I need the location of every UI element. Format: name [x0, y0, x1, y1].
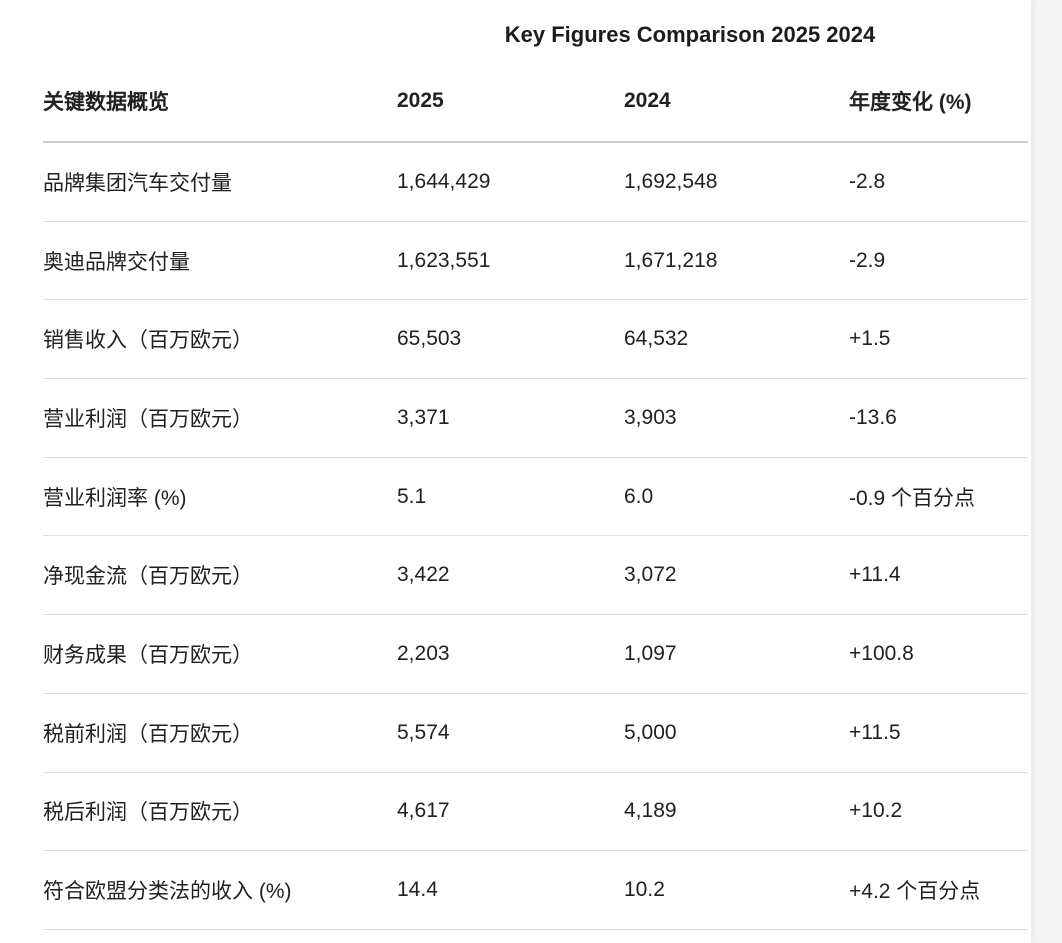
column-header-metric: 关键数据概览	[43, 61, 397, 143]
key-figures-table: 关键数据概览 2025 2024 年度变化 (%) 品牌集团汽车交付量 1,64…	[43, 61, 1028, 930]
row-label: 奥迪品牌交付量	[43, 221, 397, 301]
value-2025: 65,503	[397, 299, 624, 380]
table-row: 营业利润率 (%) 5.1 6.0 -0.9 个百分点	[43, 457, 1028, 537]
chart-title: Key Figures Comparison 2025 2024	[504, 22, 876, 47]
value-2025: 1,644,429	[397, 142, 624, 222]
value-2025: 5.1	[397, 457, 624, 537]
table-row: 销售收入（百万欧元） 65,503 64,532 +1.5	[43, 299, 1028, 380]
value-yoy-change: -13.6	[849, 378, 1028, 458]
value-2024: 6.0	[624, 457, 849, 537]
value-yoy-change: -2.8	[849, 142, 1028, 222]
table-row: 净现金流（百万欧元） 3,422 3,072 +11.4	[43, 535, 1028, 616]
value-2024: 5,000	[624, 693, 849, 773]
table-row: 奥迪品牌交付量 1,623,551 1,671,218 -2.9	[43, 221, 1028, 301]
value-2024: 3,072	[624, 535, 849, 616]
value-yoy-change: +4.2 个百分点	[849, 850, 1028, 930]
value-2024: 1,671,218	[624, 221, 849, 301]
table-row: 税前利润（百万欧元） 5,574 5,000 +11.5	[43, 693, 1028, 773]
value-yoy-change: +11.4	[849, 535, 1028, 616]
row-label: 税前利润（百万欧元）	[43, 693, 397, 773]
value-2025: 3,371	[397, 378, 624, 458]
table-row: 符合欧盟分类法的收入 (%) 14.4 10.2 +4.2 个百分点	[43, 850, 1028, 930]
value-2024: 64,532	[624, 299, 849, 380]
key-figures-card: Key Figures Comparison 2025 2024 关键数据概览 …	[0, 0, 1031, 943]
row-label: 财务成果（百万欧元）	[43, 614, 397, 694]
row-label: 税后利润（百万欧元）	[43, 772, 397, 852]
value-yoy-change: +100.8	[849, 614, 1028, 694]
row-label: 品牌集团汽车交付量	[43, 142, 397, 222]
row-label: 营业利润（百万欧元）	[43, 378, 397, 458]
value-2025: 3,422	[397, 535, 624, 616]
value-yoy-change: +11.5	[849, 693, 1028, 773]
value-2025: 14.4	[397, 850, 624, 930]
table-row: 财务成果（百万欧元） 2,203 1,097 +100.8	[43, 614, 1028, 694]
row-label: 净现金流（百万欧元）	[43, 535, 397, 616]
value-2024: 3,903	[624, 378, 849, 458]
value-2025: 4,617	[397, 772, 624, 852]
column-header-2024: 2024	[624, 61, 849, 143]
column-header-yoy-change: 年度变化 (%)	[849, 61, 1028, 143]
column-header-2025: 2025	[397, 61, 624, 143]
table-row: 税后利润（百万欧元） 4,617 4,189 +10.2	[43, 772, 1028, 852]
row-label: 营业利润率 (%)	[43, 457, 397, 537]
table-header-row: 关键数据概览 2025 2024 年度变化 (%)	[43, 61, 1028, 143]
value-2025: 2,203	[397, 614, 624, 694]
row-label: 符合欧盟分类法的收入 (%)	[43, 850, 397, 930]
value-yoy-change: -2.9	[849, 221, 1028, 301]
row-label: 销售收入（百万欧元）	[43, 299, 397, 380]
table-row: 营业利润（百万欧元） 3,371 3,903 -13.6	[43, 378, 1028, 458]
table-row: 品牌集团汽车交付量 1,644,429 1,692,548 -2.8	[43, 142, 1028, 222]
value-2024: 1,097	[624, 614, 849, 694]
value-yoy-change: -0.9 个百分点	[849, 457, 1028, 537]
value-2024: 10.2	[624, 850, 849, 930]
value-2025: 5,574	[397, 693, 624, 773]
value-2024: 1,692,548	[624, 142, 849, 222]
value-yoy-change: +1.5	[849, 299, 1028, 380]
value-2025: 1,623,551	[397, 221, 624, 301]
value-yoy-change: +10.2	[849, 772, 1028, 852]
value-2024: 4,189	[624, 772, 849, 852]
